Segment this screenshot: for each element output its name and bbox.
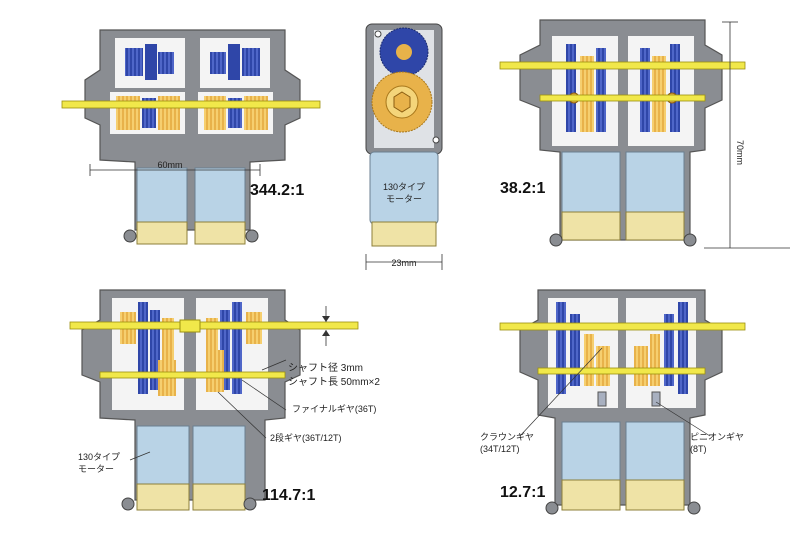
shaft-diameter-label: シャフト径 3mm xyxy=(288,361,363,374)
width-label-60mm: 60mm xyxy=(157,160,182,170)
motor-right xyxy=(625,421,685,483)
pinion-gear-label-line1: ピニオンギヤ xyxy=(690,432,744,442)
motor-right xyxy=(194,167,246,227)
ratio-label-38: 38.2:1 xyxy=(500,180,545,197)
output-shaft xyxy=(499,61,746,70)
motor-right xyxy=(192,425,246,487)
motor-left xyxy=(136,167,188,227)
panel-114-ratio: シャフト径 3mm シャフト長 50mm×2 ファイナルギヤ(36T) 2段ギヤ… xyxy=(69,289,380,511)
panel-344-ratio: 60mm 344.2:1 xyxy=(61,29,321,245)
output-shaft xyxy=(499,322,746,331)
ratio-label-12: 12.7:1 xyxy=(500,484,545,501)
crown-gear-label-line2: (34T/12T) xyxy=(480,444,520,454)
output-shaft xyxy=(69,321,359,330)
crown-gear-label-line1: クラウンギヤ xyxy=(480,432,534,442)
motor-left xyxy=(561,151,621,215)
pinion-gear-label-line2: (8T) xyxy=(690,444,707,454)
motor-label-line2: モーター xyxy=(78,464,114,474)
motor-label-line1: 130タイプ xyxy=(383,182,425,192)
width-label-23mm: 23mm xyxy=(391,258,416,268)
motor-label-line2: モーター xyxy=(386,194,422,204)
ratio-label-114: 114.7:1 xyxy=(262,487,315,504)
panel-side-view: 130タイプ モーター 23mm xyxy=(365,23,443,270)
panel-38-ratio: 70mm 38.2:1 xyxy=(499,19,790,249)
motor-left xyxy=(561,421,621,483)
height-label-70mm: 70mm xyxy=(735,140,745,165)
motor-right xyxy=(625,151,685,215)
ratio-label-344: 344.2:1 xyxy=(250,182,304,199)
motor-label-line1: 130タイプ xyxy=(78,452,120,462)
two-stage-gear-label: 2段ギヤ(36T/12T) xyxy=(270,432,342,443)
motor-left xyxy=(136,425,190,487)
final-gear-label: ファイナルギヤ(36T) xyxy=(292,404,376,414)
panel-12-ratio: クラウンギヤ (34T/12T) ピニオンギヤ (8T) 12.7:1 xyxy=(480,289,746,515)
shaft-length-label: シャフト長 50mm×2 xyxy=(288,376,380,388)
output-shaft xyxy=(61,100,321,109)
